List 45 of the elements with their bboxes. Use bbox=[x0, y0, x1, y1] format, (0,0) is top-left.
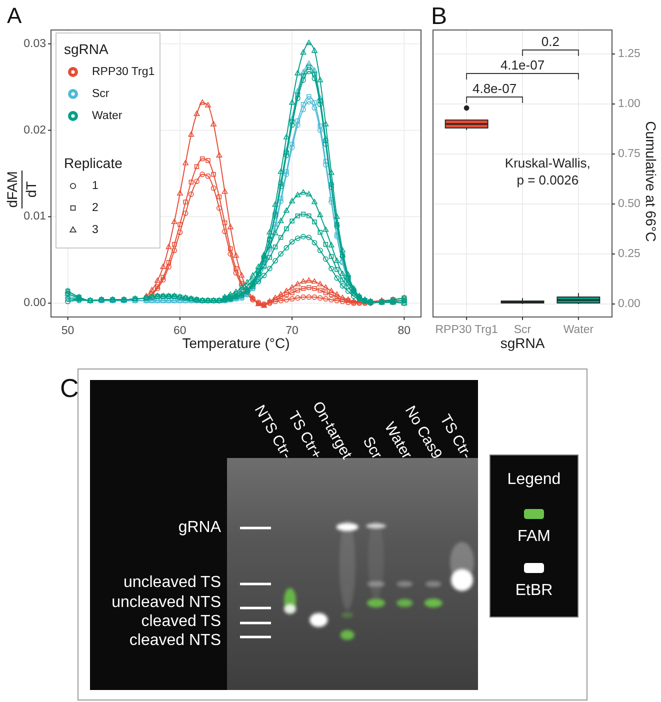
text: cleaved NTS bbox=[129, 632, 221, 648]
x-tick-label: Scr bbox=[514, 324, 532, 336]
y-axis-title: dFAM dT bbox=[4, 171, 39, 208]
text: uncleaved NTS bbox=[112, 594, 221, 610]
y-tick-label: 0.50 bbox=[618, 198, 640, 210]
y-tick-label: 1.00 bbox=[618, 98, 640, 110]
annotation: 4.8e-07 bbox=[472, 81, 517, 96]
y-tick-label: 0.03 bbox=[24, 38, 46, 50]
chart-title: A bbox=[7, 3, 22, 28]
legend-label: RPP30 Trg1 bbox=[92, 66, 155, 78]
x-tick-label: 60 bbox=[174, 325, 186, 337]
y-tick-label: 1.25 bbox=[618, 48, 640, 60]
annotation: 1 bbox=[92, 180, 98, 192]
text: EtBR bbox=[515, 582, 553, 598]
text: Legend bbox=[507, 470, 561, 488]
category-label: Scr bbox=[359, 434, 386, 462]
annotation: 4.1e-07 bbox=[500, 58, 545, 72]
annotation: Replicate bbox=[64, 155, 123, 171]
x-tick-label: 50 bbox=[61, 325, 74, 337]
x-tick-label: Water bbox=[563, 324, 594, 336]
y-tick-label: 0.00 bbox=[618, 298, 640, 310]
text: cleaved TS bbox=[141, 612, 221, 630]
x-tick-label: RPP30 Trg1 bbox=[435, 324, 498, 336]
x-axis-title: sgRNA bbox=[500, 335, 546, 351]
annotation: Kruskal-Wallis, p = 0.0026 bbox=[504, 155, 590, 188]
annotation: 2 bbox=[92, 202, 98, 214]
text: uncleaved TS bbox=[123, 574, 221, 590]
y-tick-label: 0.25 bbox=[618, 248, 640, 260]
x-axis-title: Temperature (°C) bbox=[182, 335, 290, 351]
y-tick-label: 0.00 bbox=[24, 297, 46, 310]
legend-label: Water bbox=[92, 110, 122, 122]
y-axis-title: Cumulative at 66°C bbox=[643, 121, 659, 242]
x-tick-label: 70 bbox=[286, 325, 298, 337]
legend-title: sgRNA bbox=[64, 41, 110, 57]
text: FAM bbox=[518, 528, 550, 544]
annotation: 0.2 bbox=[541, 34, 560, 49]
text: C bbox=[60, 373, 79, 403]
y-tick-label: 0.75 bbox=[618, 148, 640, 160]
text: gRNA bbox=[178, 518, 222, 536]
annotation: 3 bbox=[92, 224, 98, 236]
y-tick-label: 0.02 bbox=[24, 124, 46, 136]
y-tick-label: 0.01 bbox=[24, 210, 46, 223]
chart-title: B bbox=[431, 3, 448, 30]
legend-label: Scr bbox=[92, 88, 110, 100]
x-tick-label: 80 bbox=[398, 325, 411, 337]
